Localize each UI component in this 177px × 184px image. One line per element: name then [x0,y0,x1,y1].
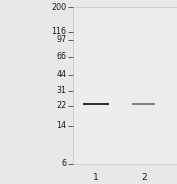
Bar [73,7,177,164]
Text: 66: 66 [56,52,66,61]
Bar [73,7,177,164]
Text: 200: 200 [51,3,66,12]
Text: 31: 31 [56,86,66,95]
Text: 22: 22 [56,101,66,110]
Text: 97: 97 [56,35,66,44]
Text: 1: 1 [93,173,99,182]
Bar [132,102,155,105]
Text: 6: 6 [61,159,66,168]
Bar [83,102,109,105]
Text: 2: 2 [141,173,147,182]
Text: 116: 116 [51,27,66,36]
Text: 44: 44 [56,70,66,79]
Text: 14: 14 [56,121,66,130]
